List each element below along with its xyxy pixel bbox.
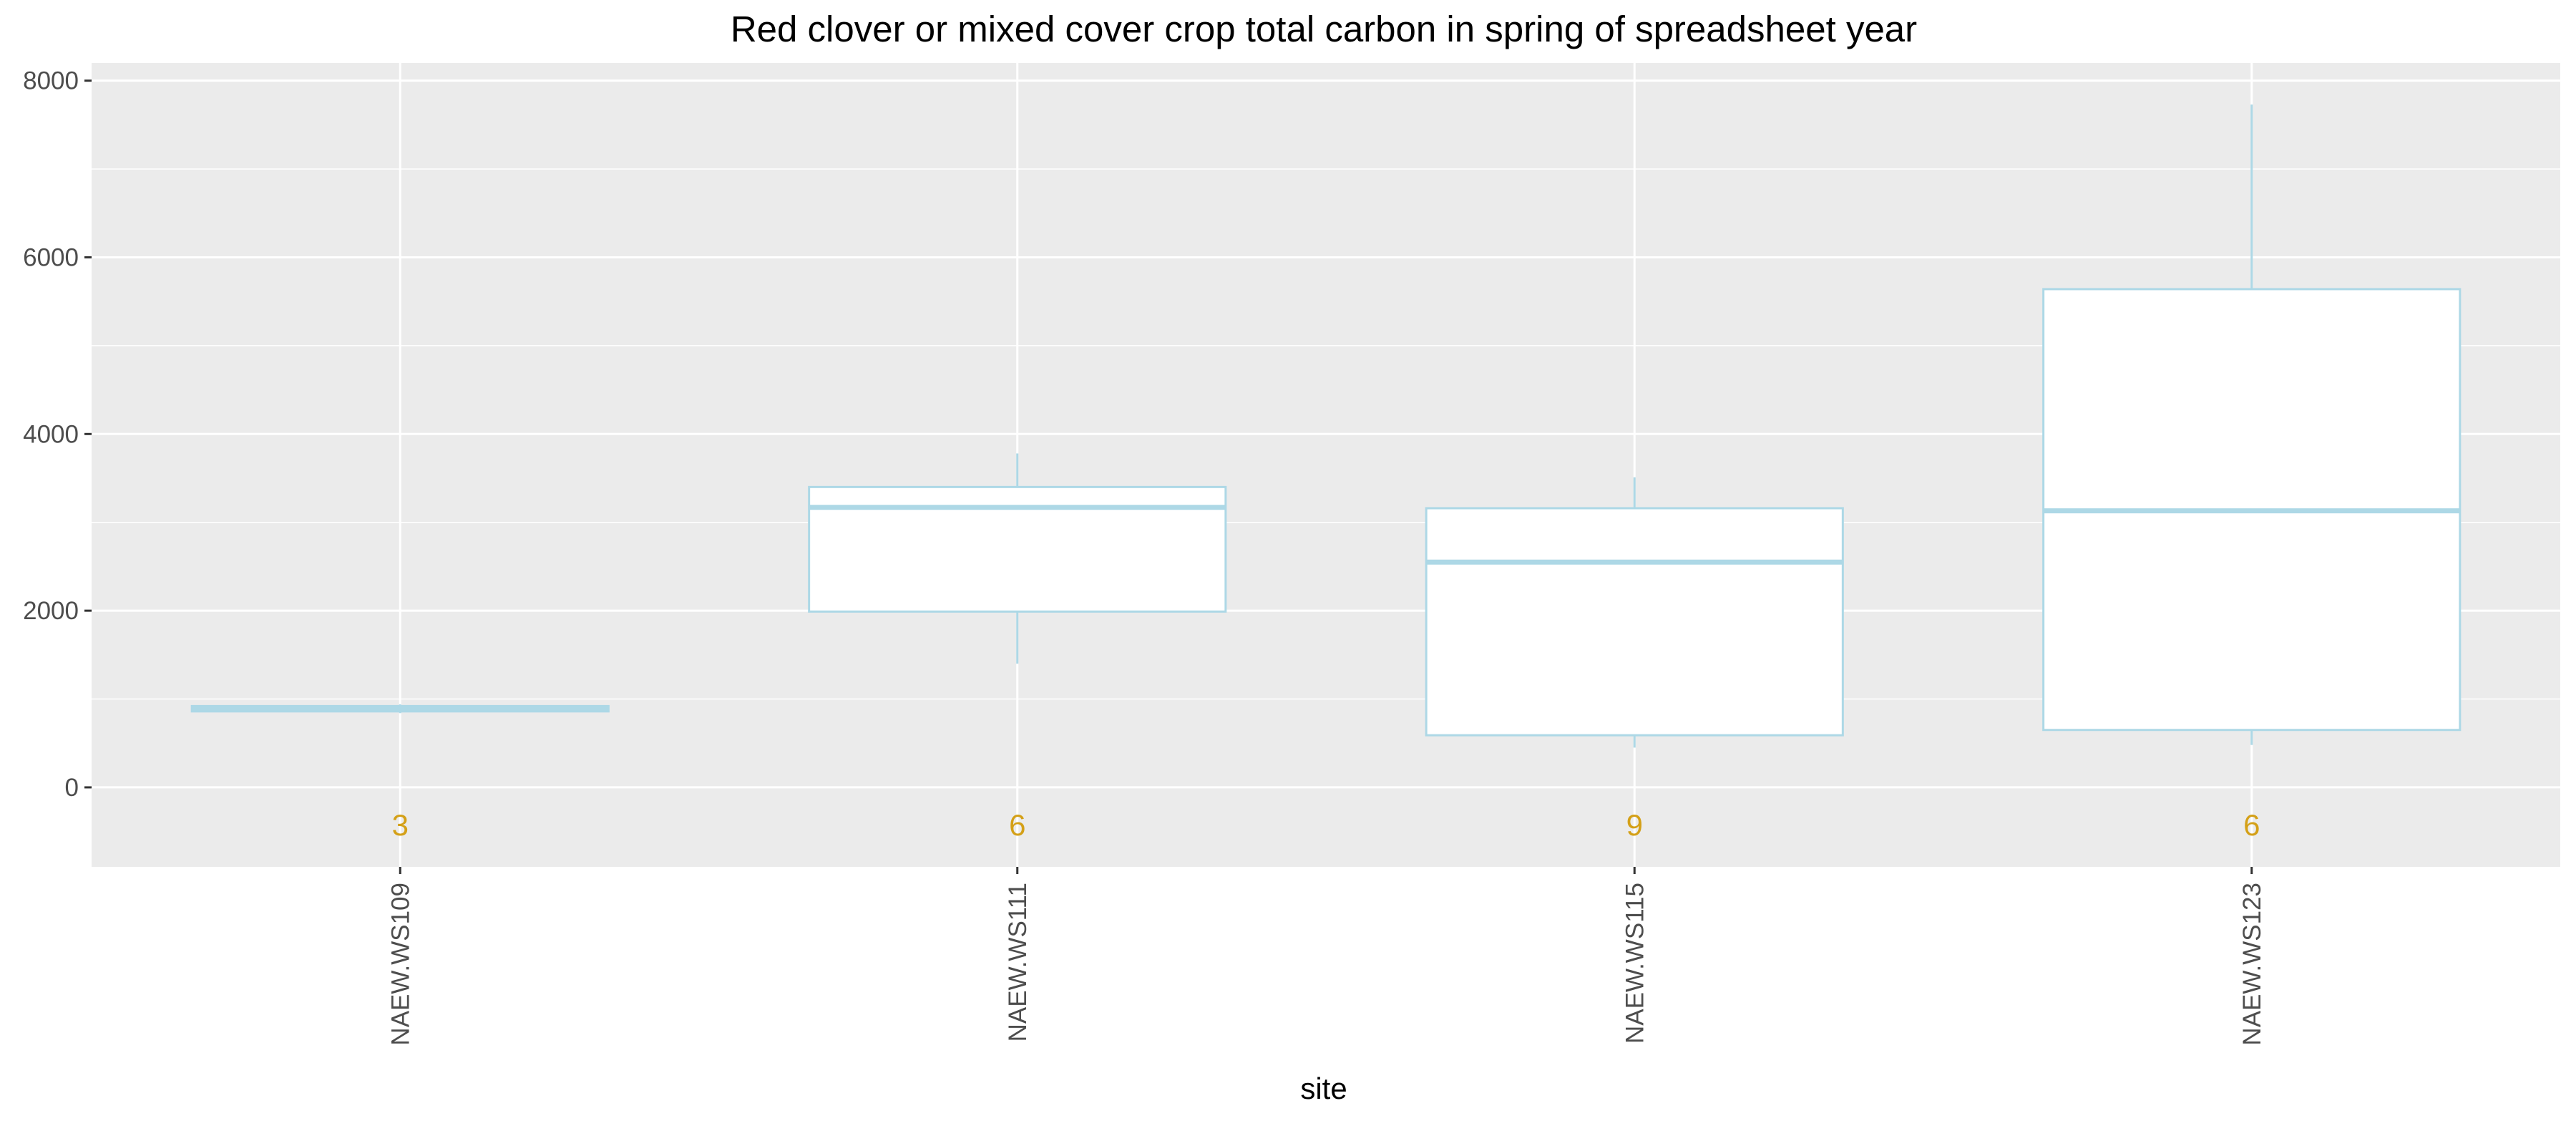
count-label: 6 xyxy=(2243,808,2260,842)
y-axis: 0 2000 4000 6000 8000 xyxy=(23,67,92,802)
y-tick-label: 6000 xyxy=(23,243,79,271)
count-label: 3 xyxy=(392,808,409,842)
x-tick-label: NAEW.WS123 xyxy=(2238,883,2266,1046)
y-tick-label: 4000 xyxy=(23,420,79,448)
x-tick-label: NAEW.WS109 xyxy=(386,883,414,1046)
box-NAEW.WS115: 9 xyxy=(1425,477,1844,842)
x-tick-label: NAEW.WS115 xyxy=(1621,883,1649,1044)
y-tick-label: 2000 xyxy=(23,597,79,625)
box-layer: 3 6 9 6 xyxy=(190,105,2462,842)
y-tick-label: 0 xyxy=(65,774,79,802)
chart-title: Red clover or mixed cover crop total car… xyxy=(731,9,1917,49)
iqr-box xyxy=(1425,507,1844,737)
x-tick-label: NAEW.WS111 xyxy=(1004,883,1032,1042)
x-axis: NAEW.WS109 NAEW.WS111 NAEW.WS115 NAEW.WS123 xyxy=(386,867,2266,1046)
box-NAEW.WS123: 6 xyxy=(2042,105,2462,842)
count-label: 9 xyxy=(1626,808,1643,842)
box-NAEW.WS109: 3 xyxy=(190,704,610,842)
y-tick-label: 8000 xyxy=(23,67,79,95)
box-NAEW.WS111: 6 xyxy=(808,453,1227,842)
count-label: 6 xyxy=(1009,808,1025,842)
x-axis-title: site xyxy=(1300,1072,1347,1105)
